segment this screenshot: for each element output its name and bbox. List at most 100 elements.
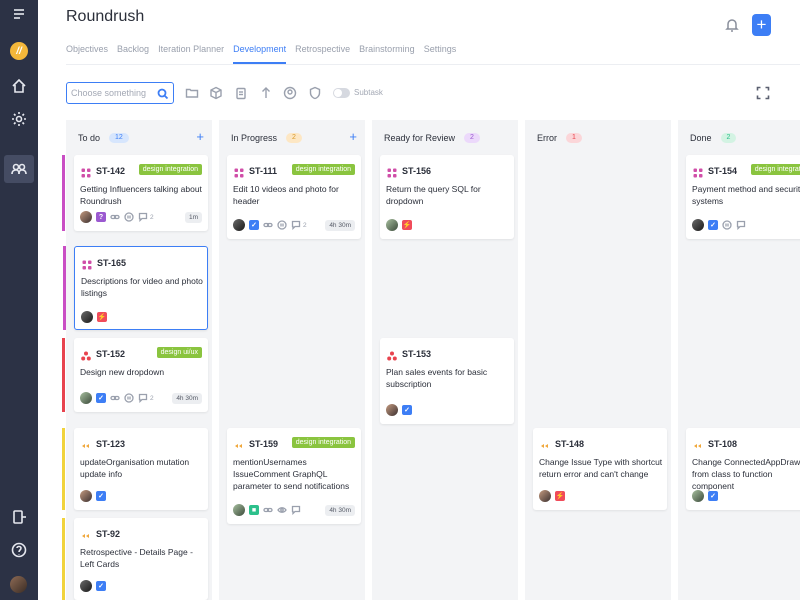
tab-retrospective[interactable]: Retrospective: [295, 44, 351, 54]
tab-backlog[interactable]: Backlog: [117, 44, 150, 54]
task-type-icon: [81, 438, 91, 448]
pause-icon[interactable]: [277, 220, 287, 230]
exit-icon[interactable]: [7, 505, 31, 529]
link-icon[interactable]: [263, 505, 273, 515]
assignee-avatar[interactable]: [233, 219, 245, 231]
comment-icon[interactable]: [138, 212, 148, 222]
folder-icon[interactable]: [185, 86, 199, 100]
add-card-icon[interactable]: +: [196, 129, 204, 144]
hamburger-icon[interactable]: [7, 2, 31, 26]
time-estimate-badge: 4h 30m: [325, 220, 355, 231]
card-id[interactable]: ST-123: [96, 439, 126, 449]
task-card[interactable]: ST-111 design integration Edit 10 videos a…: [227, 155, 361, 239]
card-id[interactable]: ST-92: [96, 529, 121, 539]
status-icon[interactable]: ■: [249, 505, 259, 515]
task-card[interactable]: ST-159 design integration mentionUsernames…: [227, 428, 361, 524]
card-id[interactable]: ST-142: [96, 166, 126, 176]
link-icon[interactable]: [110, 393, 120, 403]
clipboard-icon[interactable]: [234, 86, 248, 100]
assignee-avatar[interactable]: [80, 580, 92, 592]
comment-icon[interactable]: [736, 220, 746, 230]
card-id[interactable]: ST-159: [249, 439, 279, 449]
pause-icon[interactable]: [124, 212, 134, 222]
pause-icon[interactable]: [722, 220, 732, 230]
comment-icon[interactable]: [291, 220, 301, 230]
profile-avatar[interactable]: [10, 576, 27, 593]
status-icon[interactable]: ✓: [96, 491, 106, 501]
home-icon[interactable]: [7, 74, 31, 98]
status-icon[interactable]: ?: [96, 212, 106, 222]
comment-icon[interactable]: [291, 505, 301, 515]
tab-iteration-planner[interactable]: Iteration Planner: [158, 44, 225, 54]
status-icon[interactable]: ✓: [249, 220, 259, 230]
search-box[interactable]: [66, 82, 174, 104]
task-card[interactable]: ST-123 updateOrganisation mutation update…: [62, 428, 208, 510]
assignee-avatar[interactable]: [81, 311, 93, 323]
status-icon[interactable]: ✓: [96, 393, 106, 403]
assignee-avatar[interactable]: [80, 211, 92, 223]
arrow-up-icon[interactable]: [259, 86, 273, 100]
card-id[interactable]: ST-111: [249, 166, 278, 176]
card-title: updateOrganisation mutation update info: [80, 457, 190, 479]
help-icon[interactable]: [7, 538, 31, 562]
task-card[interactable]: ST-153 Plan sales events for basic subscr…: [380, 338, 514, 424]
task-card[interactable]: ST-92 Retrospective - Details Page - Left…: [62, 518, 208, 600]
comment-icon[interactable]: [138, 393, 148, 403]
card-id[interactable]: ST-108: [708, 439, 738, 449]
card-id[interactable]: ST-165: [97, 258, 127, 268]
assignee-avatar[interactable]: [692, 490, 704, 502]
card-id[interactable]: ST-152: [96, 349, 126, 359]
link-icon[interactable]: [110, 212, 120, 222]
assignee-avatar[interactable]: [692, 219, 704, 231]
task-card[interactable]: ST-142 design integration Getting Influenc…: [62, 155, 208, 231]
roundrush-logo-icon[interactable]: //: [10, 42, 28, 60]
pause-icon[interactable]: [124, 393, 134, 403]
bell-icon[interactable]: [724, 17, 740, 33]
tab-objectives[interactable]: Objectives: [66, 44, 109, 54]
task-card[interactable]: ST-156 Return the query SQL for dropdown ⚡: [380, 155, 514, 239]
card-id[interactable]: ST-148: [555, 439, 585, 449]
user-circle-icon[interactable]: [283, 86, 297, 100]
tab-development[interactable]: Development: [233, 44, 287, 64]
task-card[interactable]: ST-108 Change ConnectedAppDrawer from cla…: [686, 428, 800, 510]
status-icon[interactable]: ✓: [708, 220, 718, 230]
task-card[interactable]: ST-165 Descriptions for video and photo l…: [63, 245, 208, 330]
tab-brainstorming[interactable]: Brainstorming: [359, 44, 415, 54]
card-tag: design integration: [138, 164, 202, 175]
fullscreen-icon[interactable]: [756, 86, 770, 100]
status-icon[interactable]: ✓: [96, 581, 106, 591]
status-icon[interactable]: ⚡: [555, 491, 565, 501]
assignee-avatar[interactable]: [386, 404, 398, 416]
add-card-icon[interactable]: +: [349, 129, 357, 144]
assignee-avatar[interactable]: [233, 504, 245, 516]
assignee-avatar[interactable]: [80, 392, 92, 404]
subtask-toggle[interactable]: [333, 88, 350, 98]
eye-icon[interactable]: [277, 505, 287, 515]
gear-icon[interactable]: [7, 107, 31, 131]
card-id[interactable]: ST-154: [708, 166, 738, 176]
search-input[interactable]: [71, 86, 151, 100]
search-icon[interactable]: [157, 87, 169, 100]
task-card[interactable]: ST-154 design integration Payment method a…: [686, 155, 800, 239]
status-icon[interactable]: ⚡: [402, 220, 412, 230]
assignee-avatar[interactable]: [80, 490, 92, 502]
cube-icon[interactable]: [209, 86, 223, 100]
column-header: Error 1: [537, 133, 582, 143]
status-icon[interactable]: ✓: [708, 491, 718, 501]
people-icon[interactable]: [7, 157, 31, 181]
status-icon[interactable]: ⚡: [97, 312, 107, 322]
card-footer: ✓: [80, 579, 106, 593]
link-icon[interactable]: [263, 220, 273, 230]
card-id[interactable]: ST-156: [402, 166, 432, 176]
assignee-avatar[interactable]: [539, 490, 551, 502]
status-icon[interactable]: ✓: [402, 405, 412, 415]
add-button[interactable]: +: [752, 14, 771, 36]
card-id[interactable]: ST-153: [402, 349, 432, 359]
assignee-avatar[interactable]: [386, 219, 398, 231]
priority-accent-bar: [63, 245, 66, 330]
shield-icon[interactable]: [308, 86, 322, 100]
task-card[interactable]: ST-152 design ui/ux Design new dropdown ✓ 2 4…: [62, 338, 208, 412]
task-card[interactable]: ST-148 Change Issue Type with shortcut re…: [533, 428, 667, 510]
story-type-icon: [693, 165, 703, 178]
tab-settings[interactable]: Settings: [423, 44, 457, 54]
